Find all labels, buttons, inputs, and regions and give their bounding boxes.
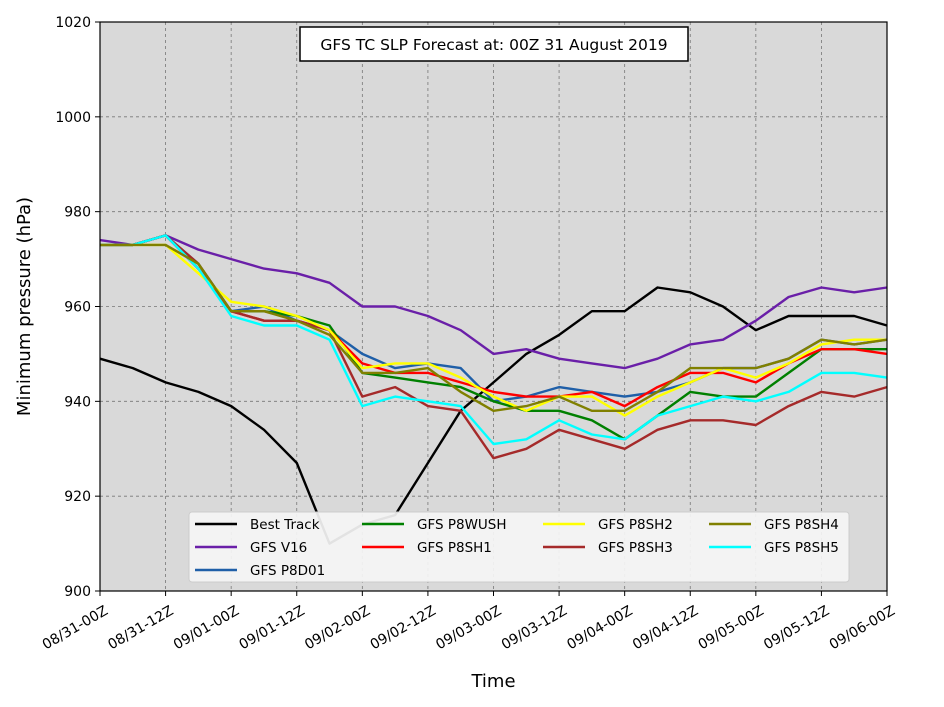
y-tick-label: 980	[64, 205, 91, 221]
legend-label-gfs-p8sh5: GFS P8SH5	[764, 540, 839, 556]
series-line-gfs-p8sh5	[100, 234, 888, 446]
legend-label-best-track: Best Track	[250, 517, 320, 533]
legend-label-gfs-v16: GFS V16	[250, 540, 307, 556]
y-tick-label: 960	[64, 300, 91, 316]
chart-title-box: GFS TC SLP Forecast at: 00Z 31 August 20…	[299, 26, 689, 62]
legend-label-gfs-p8sh3: GFS P8SH3	[598, 540, 673, 556]
y-axis-label: Minimum pressure (hPa)	[14, 197, 35, 416]
legend-label-gfs-p8sh1: GFS P8SH1	[417, 540, 492, 556]
series-line-gfs-v16	[99, 234, 888, 370]
legend-label-gfs-p8sh2: GFS P8SH2	[598, 517, 673, 533]
chart-title: GFS TC SLP Forecast at: 00Z 31 August 20…	[320, 36, 667, 54]
legend-label-gfs-p8sh4: GFS P8SH4	[764, 517, 839, 533]
y-tick-label: 1020	[55, 15, 91, 31]
series-line-gfs-p8sh2	[100, 243, 887, 417]
y-tick-label: 920	[64, 489, 91, 505]
legend-label-gfs-p8d01: GFS P8D01	[250, 563, 325, 579]
x-axis-label: Time	[470, 671, 515, 692]
y-tick-label: 1000	[55, 110, 91, 126]
series-line-gfs-p8sh4	[100, 243, 888, 412]
y-tick-label: 900	[64, 584, 91, 600]
series-line-best-track	[99, 286, 888, 545]
series-lines	[99, 234, 888, 545]
legend: Best Track GFS V16 GFS P8D01 GFS P8WUSH GFS …	[188, 511, 850, 583]
legend-label-gfs-p8wush: GFS P8WUSH	[417, 517, 507, 533]
y-tick-label: 940	[64, 394, 91, 410]
